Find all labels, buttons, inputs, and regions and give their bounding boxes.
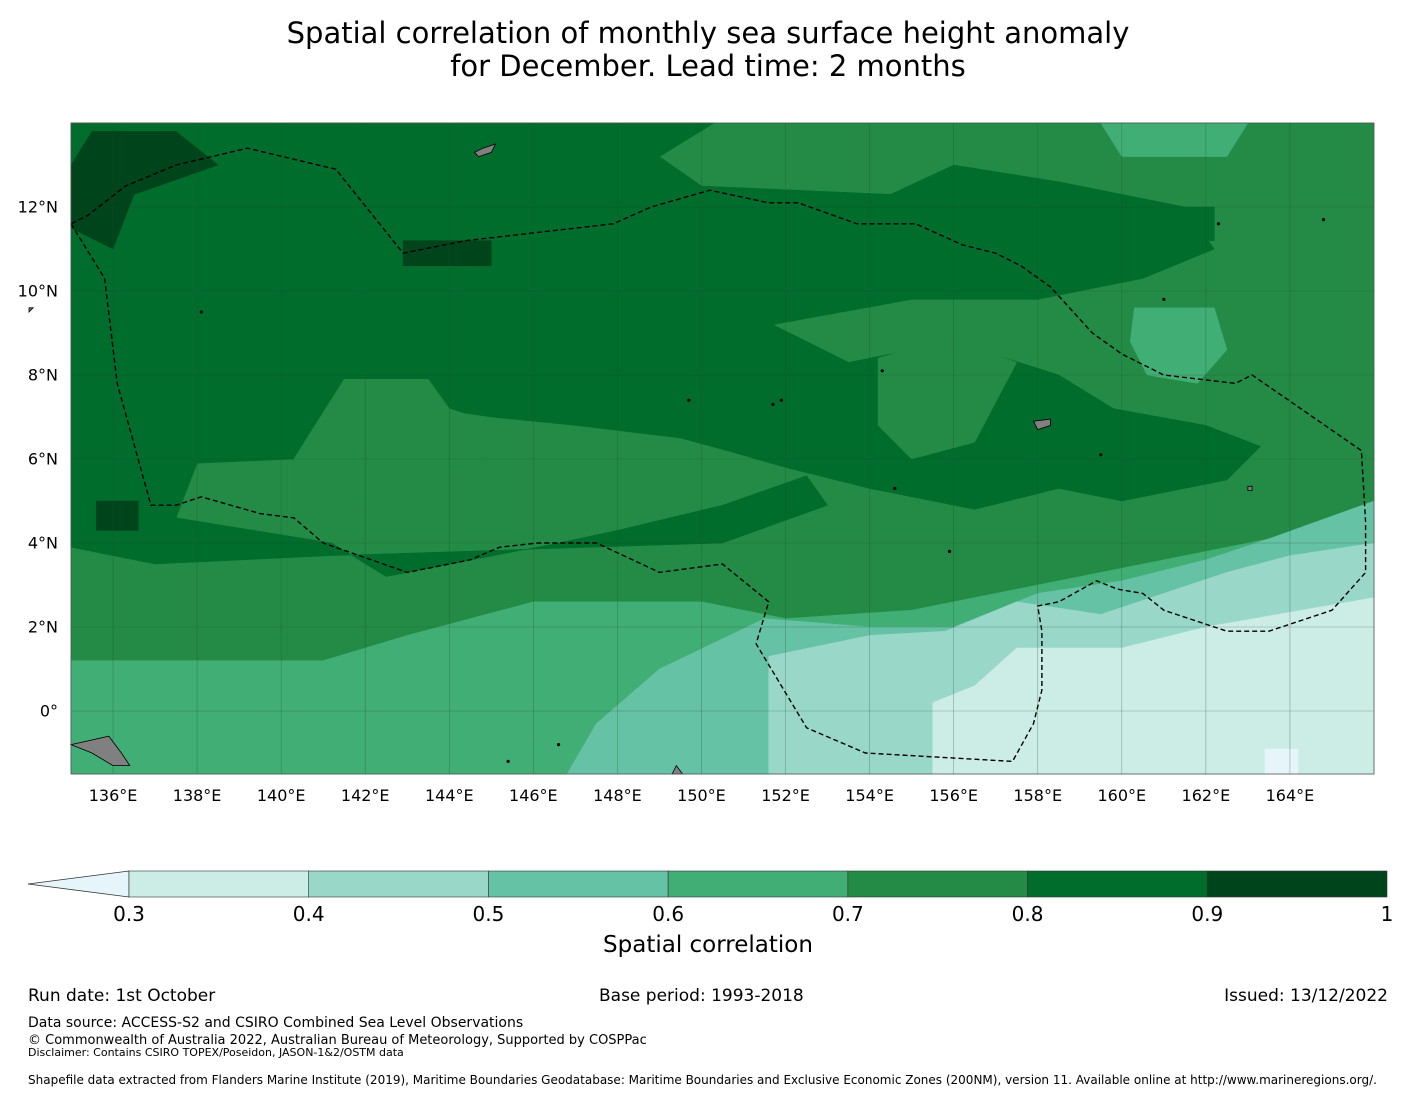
- chart-title-line1: Spatial correlation of monthly sea surfa…: [286, 16, 1130, 50]
- islet: [1099, 453, 1103, 457]
- lon-tick-label: 146°E: [509, 786, 558, 805]
- islet: [1162, 297, 1166, 301]
- under-range-patch: [1264, 748, 1299, 774]
- lon-tick-label: 144°E: [424, 786, 474, 805]
- islet: [1321, 218, 1326, 222]
- island: [1247, 485, 1253, 491]
- lat-tick-label: 10°N: [17, 281, 58, 301]
- lat-tick-label: 6°N: [27, 449, 58, 469]
- islet: [880, 369, 884, 373]
- colorbar-tick-label: 0.3: [113, 902, 145, 926]
- correlation-field: [70, 122, 1375, 775]
- colorbar-tick-label: 0.8: [1011, 902, 1044, 926]
- correlation-region: [877, 336, 1018, 460]
- map-frame: [70, 122, 1375, 775]
- lat-tick-label: 2°N: [27, 617, 58, 637]
- lon-tick-label: 154°E: [845, 786, 894, 805]
- colorbar-tick-label: 0.7: [831, 902, 864, 926]
- islet: [199, 310, 203, 314]
- lat-tick-label: 0°: [39, 701, 58, 721]
- lon-tick-label: 148°E: [593, 786, 642, 805]
- islet: [687, 398, 691, 402]
- lon-tick-label: 152°E: [761, 786, 810, 805]
- colorbar-label: Spatial correlation: [603, 932, 813, 958]
- eez-boundary: [70, 147, 1367, 763]
- data-source: Data source: ACCESS-S2 and CSIRO Combine…: [28, 1015, 524, 1031]
- colorbar-tick-label: 1: [1380, 902, 1394, 926]
- lon-tick-label: 142°E: [340, 786, 390, 805]
- lat-tick-label: 4°N: [27, 533, 58, 553]
- base-period: Base period: 1993-2018: [599, 986, 804, 1006]
- lon-tick-label: 140°E: [256, 786, 306, 805]
- correlation-region: [1100, 122, 1249, 157]
- copyright: © Commonwealth of Australia 2022, Austra…: [28, 1033, 647, 1048]
- run-date: Run date: 1st October: [28, 986, 216, 1006]
- island: [1032, 418, 1051, 431]
- islet: [947, 549, 952, 554]
- islet: [1216, 222, 1221, 226]
- correlation-region: [1159, 206, 1215, 241]
- islet: [556, 743, 561, 747]
- land-masses: [28, 143, 1326, 775]
- lon-tick-label: 156°E: [929, 786, 978, 805]
- lon-tick-label: 138°E: [172, 786, 222, 805]
- correlation-region: [293, 378, 513, 523]
- correlation-region: [95, 500, 139, 531]
- lat-tick-label: 12°N: [17, 197, 58, 217]
- island: [28, 307, 35, 313]
- islet: [779, 398, 783, 402]
- lon-tick-label: 158°E: [1013, 786, 1063, 805]
- chart-title-line2: for December. Lead time: 2 months: [450, 49, 966, 83]
- lon-tick-label: 136°E: [88, 786, 138, 805]
- issued-date: Issued: 13/12/2022: [1224, 986, 1388, 1006]
- island: [473, 143, 497, 158]
- island: [69, 735, 131, 766]
- islet: [893, 486, 897, 490]
- lon-tick-label: 160°E: [1097, 786, 1147, 805]
- correlation-region: [1129, 307, 1228, 384]
- disclaimer: Disclaimer: Contains CSIRO TOPEX/Poseido…: [28, 1046, 404, 1059]
- lat-tick-label: 8°N: [27, 365, 58, 385]
- colorbar-tick-label: 0.4: [292, 902, 325, 926]
- colorbar-tick-label: 0.6: [652, 902, 685, 926]
- lon-tick-label: 150°E: [677, 786, 726, 805]
- islet: [506, 759, 510, 764]
- islet: [771, 402, 775, 406]
- map-gridlines: [71, 123, 1374, 774]
- correlation-region: [402, 240, 492, 267]
- colorbar-tick-label: 0.9: [1191, 902, 1224, 926]
- lon-tick-label: 162°E: [1181, 786, 1231, 805]
- lon-tick-label: 164°E: [1265, 786, 1315, 805]
- colorbar-tick-label: 0.5: [472, 902, 505, 926]
- shapefile-credit: Shapefile data extracted from Flanders M…: [28, 1073, 1377, 1087]
